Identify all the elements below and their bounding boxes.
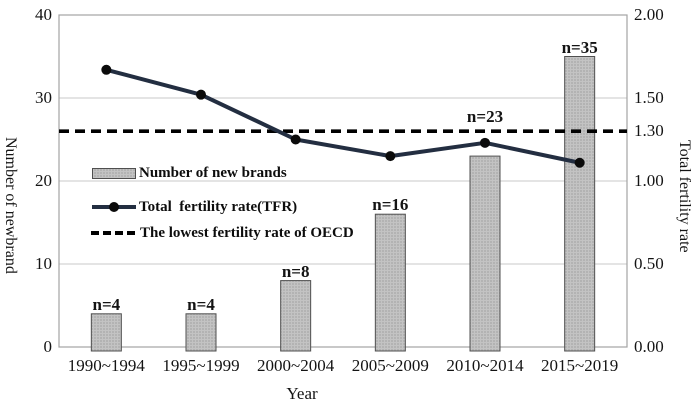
bar-count-label: n=4 (92, 294, 121, 314)
right-axis-tick-label: 1.00 (634, 171, 664, 190)
right-axis-tick-label: 1.30 (634, 121, 664, 141)
x-category-label: 2015~2019 (541, 356, 619, 375)
x-category-label: 2005~2009 (351, 356, 429, 375)
bar (185, 313, 217, 352)
bar-count-label: n=35 (561, 37, 598, 57)
tfr-marker (480, 137, 490, 148)
bar (469, 155, 501, 352)
dashed-line-swatch-icon (91, 231, 137, 235)
left-axis-tick-label: 30 (35, 88, 52, 107)
right-axis-tick-label: 0.50 (634, 254, 664, 273)
x-category-label: 2000~2004 (257, 356, 335, 375)
legend-item-new-brands: Number of new brands (92, 164, 287, 182)
right-axis-tick-label: 0.00 (634, 337, 664, 356)
bar (90, 313, 122, 352)
bar-count-label: n=23 (466, 107, 504, 126)
tfr-marker (574, 157, 585, 168)
tfr-marker (101, 64, 112, 75)
line-swatch-icon (92, 202, 136, 212)
bar-count-label: n=16 (372, 195, 409, 215)
left-axis-tick-label: 20 (35, 171, 52, 190)
bar-count-label: n=8 (281, 261, 310, 281)
bar (564, 56, 596, 352)
tfr-line (104, 67, 582, 165)
left-axis-tick-label: 0 (43, 337, 53, 356)
right-axis-tick-label: 2.00 (634, 5, 664, 24)
plot-frame (58, 14, 628, 348)
x-category-label: 1990~1994 (67, 356, 145, 375)
left-axis-title: Number of newbrand (2, 137, 19, 274)
x-axis-title: Year (286, 384, 318, 403)
tfr-marker (196, 89, 206, 100)
legend-label-oecd: The lowest fertility rate of OECD (140, 224, 354, 241)
x-category-label: 2010~2014 (446, 356, 524, 375)
left-axis-tick-label: 40 (35, 5, 52, 24)
right-axis-tick-label: 1.50 (634, 88, 664, 107)
bar (374, 213, 406, 352)
legend-item-oecd: The lowest fertility rate of OECD (91, 224, 354, 242)
marker-dot-icon (109, 202, 119, 212)
legend-label-new-brands: Number of new brands (139, 164, 287, 181)
right-axis-title: Total fertility rate (676, 140, 693, 253)
bar (280, 280, 312, 352)
left-axis-tick-label: 10 (35, 254, 52, 273)
legend-label-tfr: Total fertility rate(TFR) (139, 198, 298, 215)
x-category-label: 1995~1999 (162, 356, 240, 375)
tfr-marker (385, 151, 396, 162)
bar-swatch-icon (92, 167, 136, 179)
bar-count-label: n=4 (187, 294, 215, 314)
legend-item-tfr: Total fertility rate(TFR) (92, 198, 297, 216)
tfr-marker (290, 134, 301, 145)
